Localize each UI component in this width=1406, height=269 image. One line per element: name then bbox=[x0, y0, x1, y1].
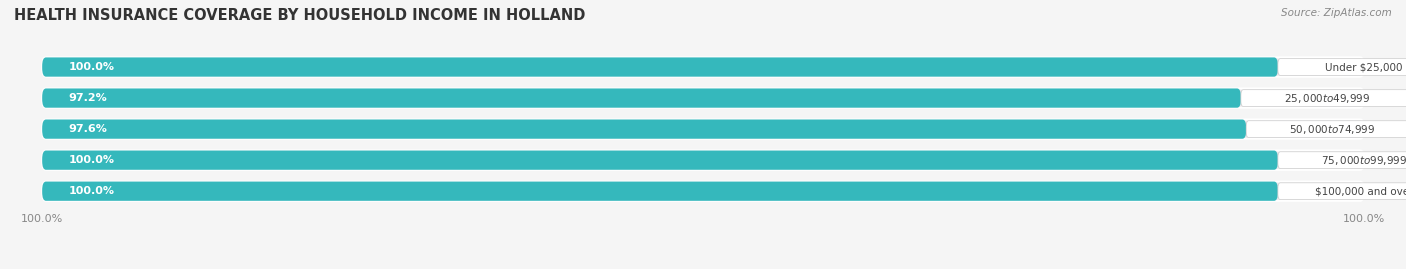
FancyBboxPatch shape bbox=[1241, 90, 1406, 107]
FancyBboxPatch shape bbox=[42, 57, 1364, 77]
Text: $75,000 to $99,999: $75,000 to $99,999 bbox=[1320, 154, 1406, 167]
FancyBboxPatch shape bbox=[42, 151, 1364, 170]
Text: 97.6%: 97.6% bbox=[69, 124, 107, 134]
FancyBboxPatch shape bbox=[1278, 183, 1406, 200]
FancyBboxPatch shape bbox=[1278, 59, 1406, 75]
FancyBboxPatch shape bbox=[1278, 152, 1406, 169]
FancyBboxPatch shape bbox=[42, 182, 1278, 201]
FancyBboxPatch shape bbox=[42, 119, 1246, 139]
Text: 97.2%: 97.2% bbox=[69, 93, 107, 103]
Text: HEALTH INSURANCE COVERAGE BY HOUSEHOLD INCOME IN HOLLAND: HEALTH INSURANCE COVERAGE BY HOUSEHOLD I… bbox=[14, 8, 585, 23]
FancyBboxPatch shape bbox=[1246, 121, 1406, 137]
Text: 100.0%: 100.0% bbox=[69, 155, 115, 165]
FancyBboxPatch shape bbox=[42, 182, 1364, 201]
FancyBboxPatch shape bbox=[42, 89, 1241, 108]
FancyBboxPatch shape bbox=[42, 57, 1278, 77]
Text: 100.0%: 100.0% bbox=[69, 186, 115, 196]
FancyBboxPatch shape bbox=[42, 151, 1278, 170]
FancyBboxPatch shape bbox=[42, 89, 1364, 108]
Text: 100.0%: 100.0% bbox=[69, 62, 115, 72]
Text: Under $25,000: Under $25,000 bbox=[1324, 62, 1403, 72]
Text: Source: ZipAtlas.com: Source: ZipAtlas.com bbox=[1281, 8, 1392, 18]
Text: $100,000 and over: $100,000 and over bbox=[1315, 186, 1406, 196]
Text: $50,000 to $74,999: $50,000 to $74,999 bbox=[1289, 123, 1375, 136]
Text: $25,000 to $49,999: $25,000 to $49,999 bbox=[1284, 91, 1369, 105]
FancyBboxPatch shape bbox=[42, 119, 1364, 139]
